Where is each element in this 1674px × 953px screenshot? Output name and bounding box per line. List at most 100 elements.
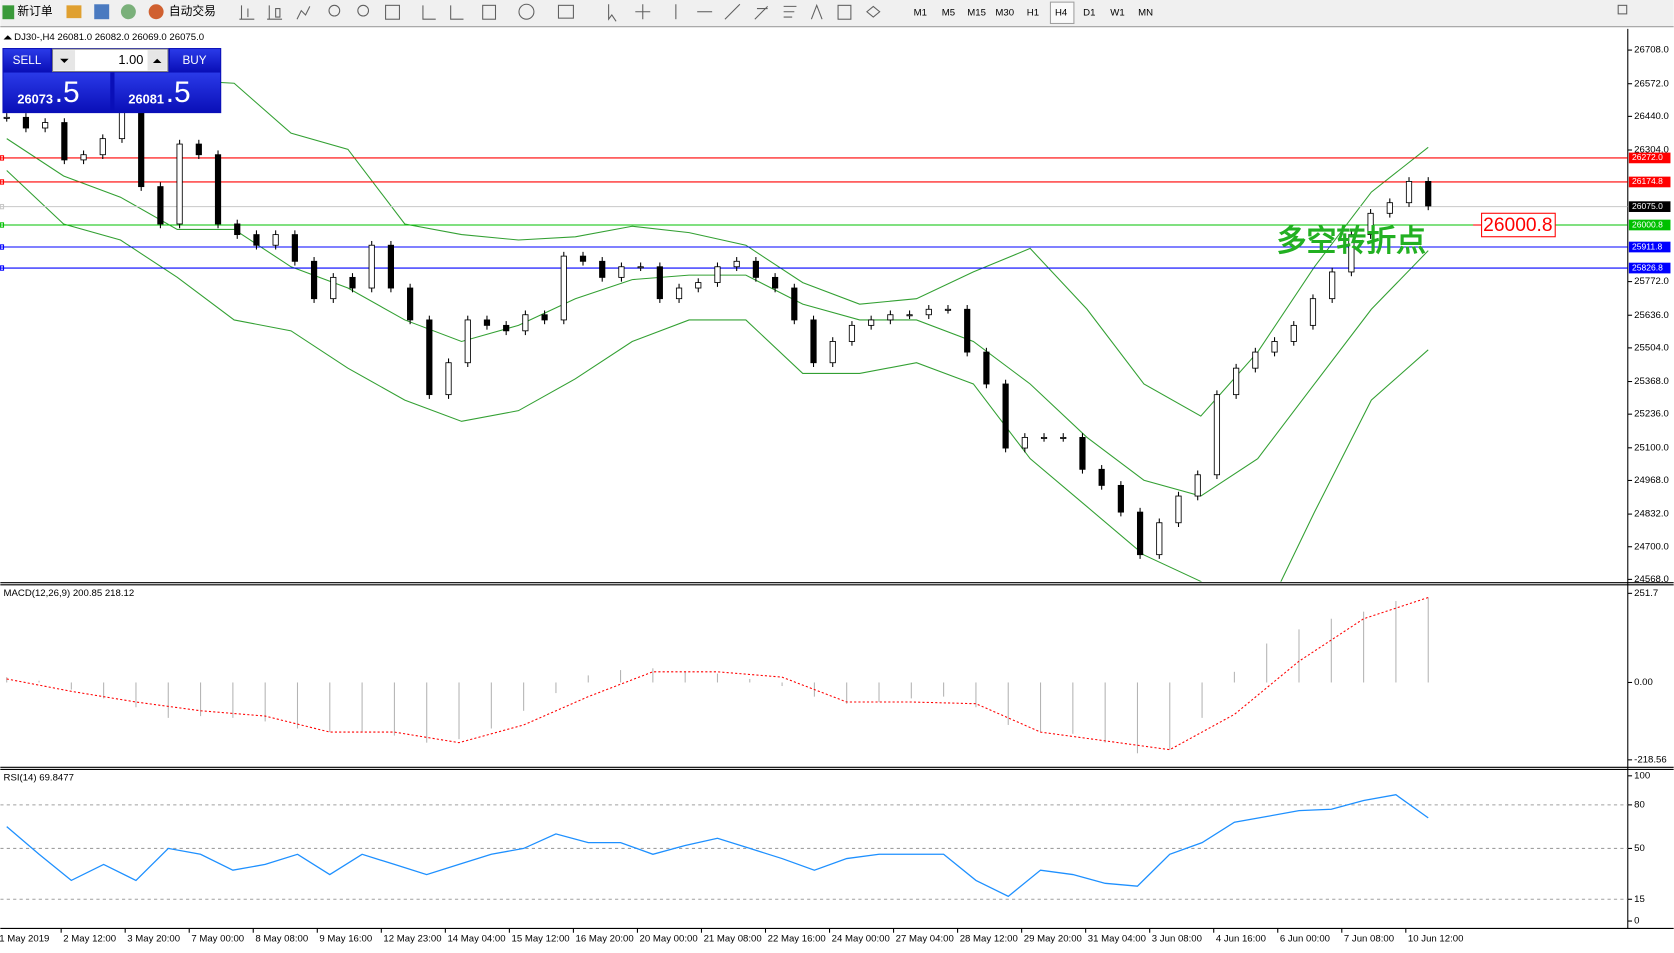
candle-body <box>887 314 894 321</box>
arrows-icon[interactable] <box>866 5 881 18</box>
macd-bar <box>1104 682 1106 743</box>
ask-box[interactable] <box>114 72 221 113</box>
auto-trading-icon[interactable] <box>148 4 164 20</box>
volume-input[interactable] <box>52 48 169 73</box>
macd-bar <box>878 682 880 702</box>
down-arrow <box>60 58 69 63</box>
bid-pips: .5 <box>55 76 80 109</box>
candle-body <box>138 106 145 188</box>
collapse-triangle <box>3 35 13 40</box>
y-tick-label: 24968.0 <box>1634 475 1669 486</box>
level-edge <box>0 179 5 185</box>
annotation: 多空转折点 <box>1277 225 1427 258</box>
auto-trading-button[interactable]: 自动交易 <box>169 4 216 18</box>
timeframe-button[interactable]: M5 <box>942 7 955 18</box>
bid-box[interactable] <box>3 72 111 113</box>
periods-icon[interactable] <box>518 3 535 20</box>
candle-body <box>1233 367 1240 396</box>
timeframe-button[interactable]: M15 <box>967 7 986 18</box>
y-tick-label: 25368.0 <box>1634 376 1669 387</box>
autoscroll-icon[interactable] <box>422 5 436 20</box>
timeframe-button[interactable]: MN <box>1138 7 1153 18</box>
macd-bar <box>329 682 331 733</box>
macd-bar <box>458 682 460 740</box>
price-label: 26000.8 <box>1483 215 1552 236</box>
time-label: 7 Jun 08:00 <box>1344 934 1394 945</box>
time-label: 4 Jun 16:00 <box>1216 934 1266 945</box>
y-tick-label: 26304.0 <box>1634 145 1669 156</box>
timeframe-button[interactable]: M30 <box>995 7 1014 18</box>
macd-bar <box>1169 682 1171 750</box>
channel-icon[interactable] <box>754 6 769 20</box>
buy-button[interactable] <box>170 49 221 72</box>
candle-body <box>791 287 798 321</box>
fibo-icon[interactable] <box>783 5 797 18</box>
timeframe-button[interactable]: W1 <box>1110 7 1124 18</box>
toolbar-bg <box>0 0 1674 27</box>
macd-bar <box>975 682 977 708</box>
candle-body <box>752 260 759 278</box>
time-label: 16 May 20:00 <box>576 934 634 945</box>
volume-value[interactable]: 1.00 <box>118 52 143 67</box>
buy-label[interactable]: BUY <box>182 54 206 67</box>
price-label-box <box>1481 212 1556 238</box>
timeframe-button[interactable]: H1 <box>1027 7 1039 18</box>
label-icon[interactable] <box>837 4 852 20</box>
candle-body <box>695 282 702 289</box>
time-label: 6 Jun 00:00 <box>1280 934 1330 945</box>
candle-body <box>1213 394 1221 476</box>
plots: 24568.0 24700.0 24832.0 24968.0 25100.0 25236… <box>0 45 1671 945</box>
bid-price: 26073 <box>17 92 53 107</box>
line-chart-icon[interactable] <box>296 6 311 20</box>
candle-body <box>906 314 913 317</box>
macd-bar <box>1363 611 1365 683</box>
candle-body <box>234 223 241 236</box>
new-order-icon[interactable] <box>2 5 15 20</box>
frames <box>0 28 1674 929</box>
candle-body <box>675 287 683 300</box>
zoom-out-icon[interactable] <box>357 4 370 17</box>
candle-body <box>925 308 932 316</box>
candle-body <box>1309 298 1317 326</box>
level-label: 26174.8 <box>1632 176 1663 186</box>
candle-chart-icon[interactable] <box>267 5 283 20</box>
zoom-in-icon[interactable] <box>328 4 341 17</box>
candle-body <box>1156 522 1163 556</box>
new-order-button[interactable]: 新订单 <box>17 4 52 18</box>
indicators-icon[interactable] <box>482 4 497 20</box>
candle-body <box>560 255 567 321</box>
sell-label[interactable]: SELL <box>13 54 42 67</box>
tile-icon[interactable] <box>385 4 400 20</box>
timeframe-button[interactable]: M1 <box>914 7 927 18</box>
macd-bar <box>232 682 234 718</box>
candle-body <box>157 186 164 225</box>
search-icon[interactable] <box>1617 4 1628 15</box>
tool-icon[interactable] <box>120 4 136 20</box>
time-label: 3 May 20:00 <box>127 934 180 945</box>
templates-icon[interactable] <box>557 4 574 19</box>
indicator-title: MACD(12,26,9) 200.85 218.12 <box>4 588 135 599</box>
candle-body <box>407 287 414 321</box>
candle-body <box>541 314 548 321</box>
time-label: 10 Jun 12:00 <box>1408 934 1463 945</box>
shift-icon[interactable] <box>450 5 464 20</box>
text-icon[interactable] <box>810 3 823 20</box>
bar-chart-icon[interactable] <box>239 5 255 20</box>
sell-button[interactable] <box>3 49 51 72</box>
indicator-title: RSI(14) 69.8477 <box>4 773 74 784</box>
crosshair-icon[interactable] <box>635 4 651 20</box>
timeframe-button[interactable]: D1 <box>1083 7 1095 18</box>
level-label-box <box>1628 219 1671 231</box>
tool-icon[interactable] <box>66 5 82 19</box>
tool-icon[interactable] <box>94 4 110 20</box>
one-click-trading: SELL 1.00 BUY 26073 .5 26081 .5 <box>2 48 222 114</box>
candle-body <box>22 116 30 129</box>
timeframe-button[interactable]: H4 <box>1055 7 1068 18</box>
price-plot <box>0 79 1628 582</box>
candle-body <box>733 260 740 268</box>
candle-body <box>1060 436 1067 439</box>
macd-bar <box>1136 682 1138 754</box>
trendline-icon[interactable] <box>724 3 741 20</box>
macd-bar <box>1201 682 1203 718</box>
cursor-icon[interactable] <box>608 4 617 22</box>
